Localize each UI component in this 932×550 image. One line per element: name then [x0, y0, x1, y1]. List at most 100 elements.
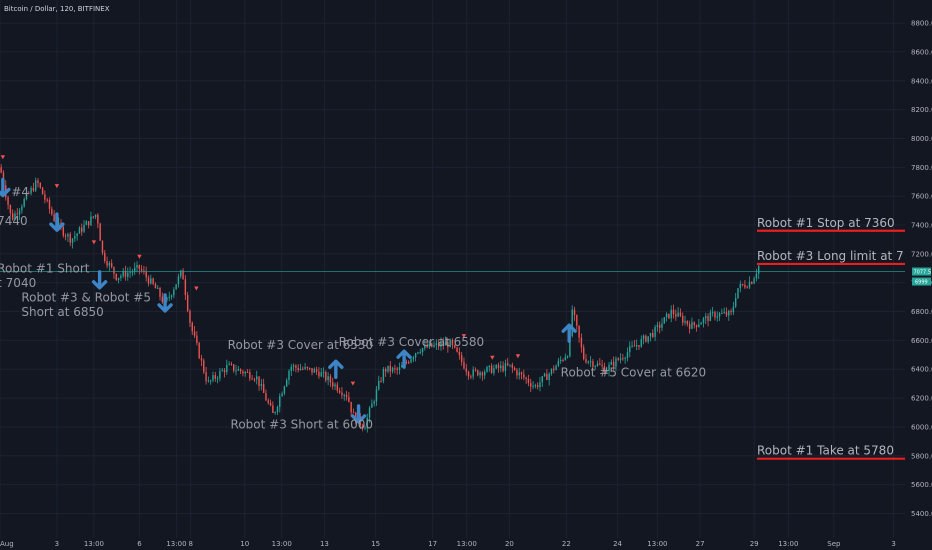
candle — [414, 352, 417, 362]
candle-body — [711, 312, 714, 314]
candle — [0, 164, 2, 174]
time-axis[interactable]: Aug 3 13:00 6 13:00 8 10 13:00 13 15 17 13:00 20 22 24… — [0, 540, 896, 548]
arrow-head — [49, 222, 65, 232]
candle — [219, 367, 221, 382]
candle — [253, 377, 256, 382]
candle-body — [186, 295, 189, 311]
current-price-label: 7077.5 — [914, 269, 932, 275]
y-tick-label: 7600.0 — [911, 193, 932, 201]
candle — [488, 365, 491, 372]
candle-body — [589, 361, 592, 363]
candle — [320, 367, 322, 377]
candle — [290, 363, 292, 377]
candle-body — [237, 369, 240, 371]
candle — [751, 281, 753, 285]
candle-body — [654, 326, 656, 337]
candle — [592, 358, 594, 370]
candle-body — [652, 332, 654, 337]
candle-body — [755, 273, 758, 279]
candle-body — [566, 356, 569, 358]
candle — [658, 321, 661, 334]
candle-body — [361, 425, 364, 429]
candle-body — [384, 369, 387, 372]
candle-body — [449, 339, 451, 348]
candle-body — [391, 367, 394, 372]
candle-body — [131, 271, 134, 273]
candle-body — [295, 365, 297, 368]
x-tick-label: 15 — [371, 540, 380, 548]
candle-body — [11, 213, 14, 220]
candle — [131, 268, 134, 277]
candle — [14, 210, 16, 221]
candle-body — [71, 238, 74, 243]
candle-body — [707, 316, 709, 322]
candle — [610, 359, 613, 366]
candle-body — [490, 365, 493, 374]
candle-body — [175, 284, 177, 290]
annotation-5: Robot #3 Cover at 6580 — [339, 335, 485, 349]
candle — [405, 359, 408, 365]
x-tick-label: 13:00 — [166, 540, 186, 548]
candle-body — [744, 284, 746, 288]
candle-body — [596, 363, 599, 366]
candle — [698, 319, 700, 328]
candle — [16, 208, 18, 221]
candle — [375, 386, 378, 406]
candle — [504, 359, 507, 377]
candle — [373, 399, 375, 407]
candle-body — [507, 363, 509, 366]
candle-body — [737, 288, 739, 299]
candle-body — [629, 346, 631, 353]
y-tick-label: 8800.0 — [911, 20, 932, 28]
candle — [589, 356, 592, 368]
candle — [152, 277, 154, 286]
candle-body — [483, 371, 486, 376]
candle-body — [223, 370, 226, 373]
candle-body — [695, 324, 698, 327]
candle-body — [302, 368, 304, 370]
candle — [315, 366, 318, 375]
candle-body — [606, 370, 608, 373]
candle-body — [702, 318, 705, 323]
candle — [81, 223, 83, 236]
candle-body — [665, 313, 668, 318]
candle — [530, 378, 532, 392]
y-tick-label: 8000.0 — [911, 135, 932, 143]
candle-body — [410, 359, 412, 363]
candle-body — [474, 369, 477, 371]
signal-marker — [515, 354, 521, 359]
candle-body — [555, 365, 557, 371]
candle — [262, 378, 265, 394]
candle-body — [442, 342, 444, 346]
candle-body — [0, 167, 2, 173]
candle-body — [626, 352, 629, 359]
candle-body — [573, 309, 576, 316]
candle — [566, 355, 569, 359]
candle-body — [251, 378, 253, 380]
candle — [214, 371, 217, 382]
candle-body — [668, 313, 670, 319]
signal-marker — [194, 286, 199, 291]
candle — [691, 317, 693, 330]
candle-body — [741, 284, 744, 286]
candle — [564, 353, 567, 361]
x-tick-label: 24 — [613, 540, 622, 548]
candle — [711, 306, 714, 317]
candle-body — [682, 315, 684, 323]
candle-body — [520, 372, 523, 375]
candle-body — [451, 339, 454, 346]
candle-body — [477, 370, 479, 376]
candle — [688, 320, 691, 334]
candle — [500, 360, 502, 373]
candle — [757, 265, 760, 280]
candle-body — [435, 343, 438, 345]
candle — [603, 362, 606, 374]
candle-body — [115, 273, 117, 280]
candle — [497, 362, 500, 373]
candle-body — [244, 371, 246, 374]
candle-body — [495, 364, 497, 369]
price-axis[interactable]: 8800.0 8600.0 8400.0 8200.0 8000.0 7800.0 7600… — [911, 20, 932, 518]
candle — [329, 374, 332, 387]
annotation-8: 7440 — [0, 214, 28, 228]
arrow-up-icon — [396, 349, 412, 369]
